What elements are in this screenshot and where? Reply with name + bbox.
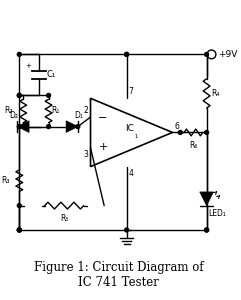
Circle shape bbox=[125, 52, 128, 56]
Circle shape bbox=[125, 228, 128, 232]
Circle shape bbox=[76, 124, 80, 128]
Circle shape bbox=[205, 130, 208, 134]
Polygon shape bbox=[17, 121, 29, 132]
Text: R₅: R₅ bbox=[60, 214, 68, 224]
Circle shape bbox=[17, 204, 21, 208]
Text: LED₁: LED₁ bbox=[208, 208, 227, 217]
Text: 4: 4 bbox=[128, 169, 134, 178]
Circle shape bbox=[178, 130, 182, 134]
Text: 6: 6 bbox=[174, 122, 179, 131]
Text: R₄: R₄ bbox=[212, 89, 220, 98]
Polygon shape bbox=[66, 121, 78, 132]
Text: IC: IC bbox=[125, 124, 134, 133]
Circle shape bbox=[17, 124, 21, 128]
Circle shape bbox=[205, 228, 208, 232]
Polygon shape bbox=[200, 192, 214, 206]
Circle shape bbox=[17, 93, 21, 97]
Text: 3: 3 bbox=[84, 150, 88, 159]
Circle shape bbox=[17, 52, 21, 56]
Text: D₂: D₂ bbox=[10, 111, 19, 120]
Circle shape bbox=[17, 93, 21, 97]
Text: +9V: +9V bbox=[218, 50, 238, 59]
Text: D₁: D₁ bbox=[74, 111, 83, 120]
Circle shape bbox=[205, 228, 208, 232]
Text: +: + bbox=[25, 63, 31, 69]
Text: 2: 2 bbox=[84, 106, 88, 115]
Text: C₁: C₁ bbox=[47, 70, 56, 80]
Text: R₂: R₂ bbox=[4, 106, 13, 116]
Circle shape bbox=[17, 228, 21, 232]
Circle shape bbox=[205, 52, 208, 56]
Circle shape bbox=[47, 124, 51, 128]
Circle shape bbox=[125, 52, 128, 56]
Text: −: − bbox=[98, 113, 108, 123]
Text: 7: 7 bbox=[128, 87, 134, 96]
Text: Figure 1: Circuit Diagram of
IC 741 Tester: Figure 1: Circuit Diagram of IC 741 Test… bbox=[34, 261, 204, 289]
Circle shape bbox=[17, 228, 21, 232]
Circle shape bbox=[47, 93, 51, 97]
Text: R₃: R₃ bbox=[1, 176, 10, 185]
Circle shape bbox=[17, 228, 21, 232]
Text: +: + bbox=[98, 142, 108, 152]
Text: R₁: R₁ bbox=[52, 106, 60, 116]
Text: ₁: ₁ bbox=[135, 131, 138, 140]
Text: R₆: R₆ bbox=[189, 141, 198, 150]
